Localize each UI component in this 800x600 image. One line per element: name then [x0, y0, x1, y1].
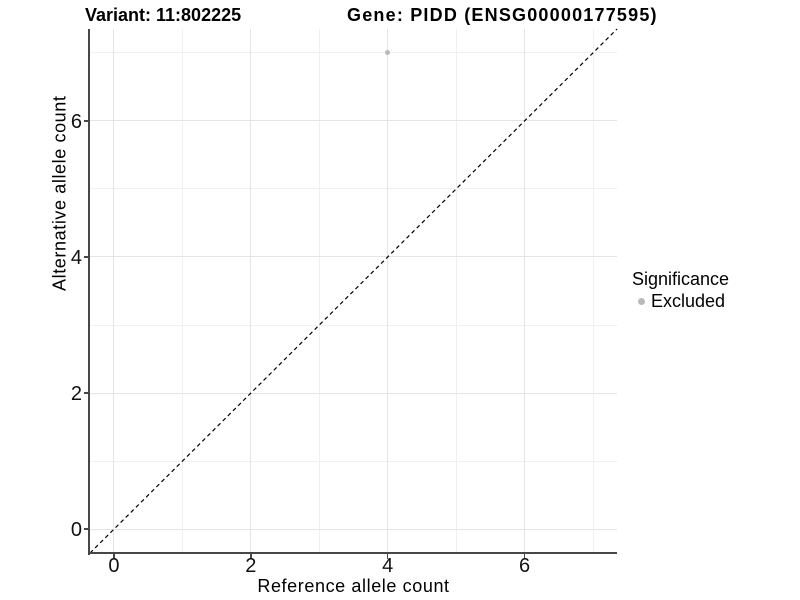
- y-tick-label: 2: [70, 383, 82, 406]
- x-tick-mark: [523, 554, 526, 559]
- data-point: [385, 50, 391, 56]
- x-tick-mark: [386, 554, 389, 559]
- x-major-gridline: [524, 29, 526, 553]
- y-tick-label: 0: [70, 519, 82, 542]
- y-minor-gridline: [90, 460, 617, 462]
- x-minor-gridline: [318, 29, 320, 553]
- y-minor-gridline: [90, 52, 617, 54]
- identity-dashed-line: [89, 28, 618, 554]
- x-tick-label: 0: [108, 555, 120, 577]
- x-tick-mark: [250, 554, 252, 559]
- x-minor-gridline: [592, 29, 594, 553]
- y-major-gridline: [90, 392, 617, 394]
- reference-line-layer: [89, 28, 618, 554]
- y-major-gridline: [90, 528, 617, 530]
- x-axis-title: Reference allele count: [257, 576, 450, 596]
- plot-panel: [89, 28, 618, 554]
- x-major-gridline: [387, 29, 389, 553]
- x-minor-gridline: [181, 29, 183, 553]
- x-tick-mark: [113, 554, 115, 559]
- x-major-gridline: [113, 29, 115, 553]
- y-tick-mark: [84, 528, 90, 530]
- legend-title: Significance: [632, 269, 730, 289]
- y-axis-line: [88, 29, 90, 555]
- x-axis-line: [88, 552, 617, 554]
- legend-item-label: Excluded: [651, 291, 726, 311]
- y-tick-label: 6: [70, 110, 82, 133]
- gene-title: Gene: PIDD (ENSG00000177595): [347, 5, 658, 25]
- y-tick-label: 4: [70, 246, 82, 269]
- legend-key-dot: [638, 298, 645, 305]
- y-tick-mark: [84, 392, 90, 394]
- legend-item: Excluded: [632, 291, 729, 312]
- x-tick-label: 2: [245, 555, 257, 577]
- y-tick-mark: [84, 256, 90, 258]
- y-major-gridline: [90, 256, 617, 258]
- legend: Significance Excluded: [632, 269, 729, 312]
- variant-title: Variant: 11:802225: [85, 5, 242, 25]
- x-tick-label: 4: [382, 555, 394, 577]
- y-minor-gridline: [90, 188, 617, 190]
- legend-items: Excluded: [632, 291, 729, 312]
- y-major-gridline: [90, 120, 617, 122]
- y-tick-mark: [84, 120, 90, 122]
- y-minor-gridline: [90, 324, 617, 326]
- x-tick-label: 6: [519, 555, 531, 577]
- x-minor-gridline: [455, 29, 457, 553]
- x-major-gridline: [250, 29, 252, 553]
